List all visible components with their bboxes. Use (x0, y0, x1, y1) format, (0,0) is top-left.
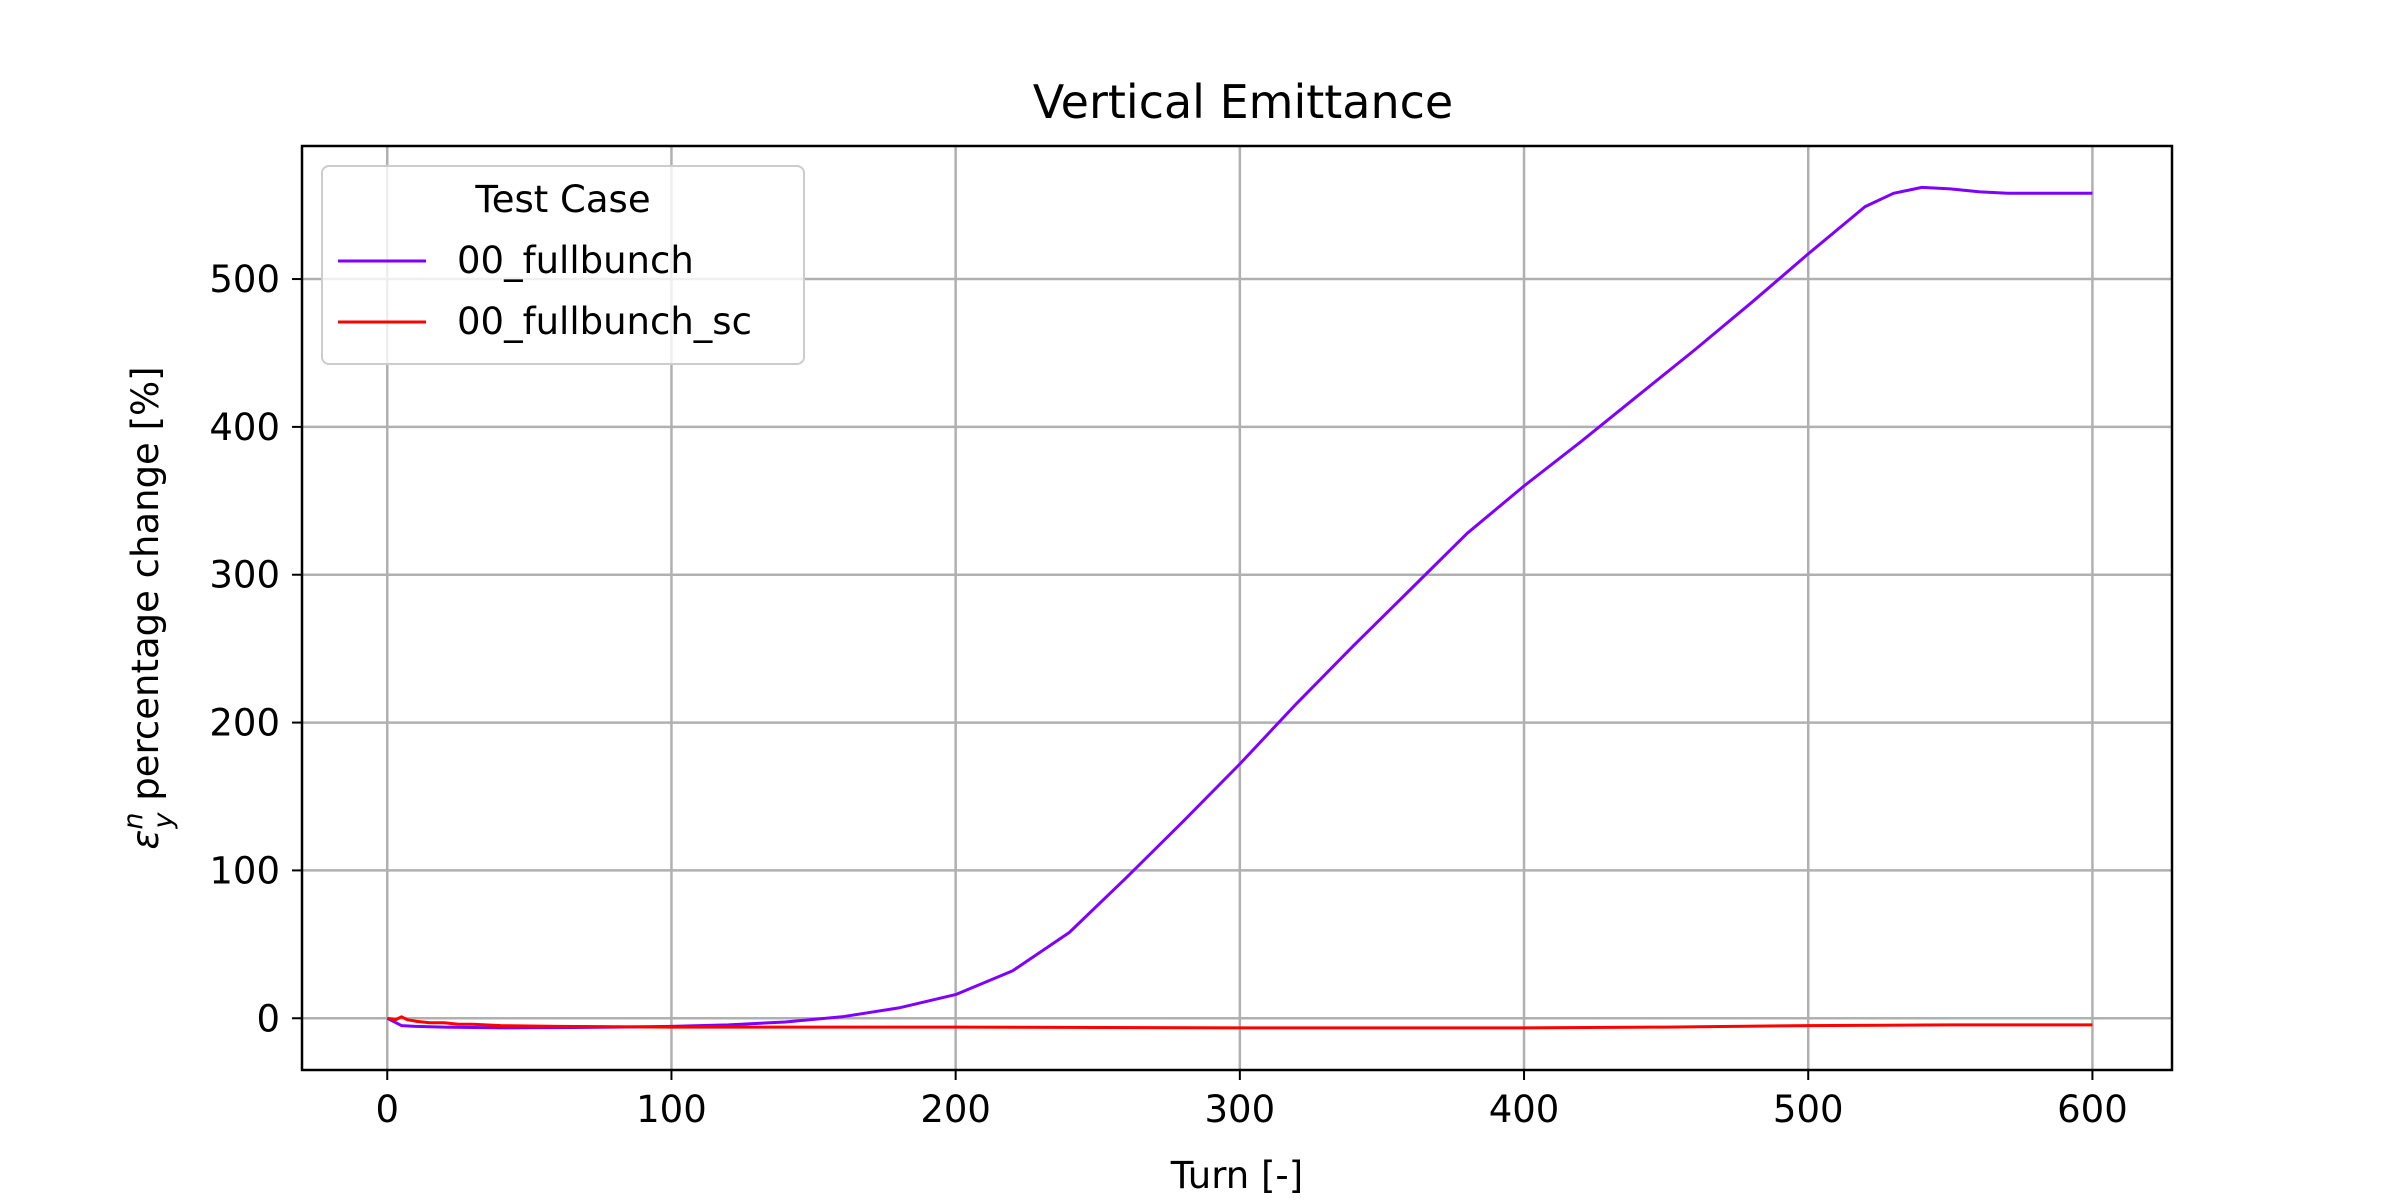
x-tick-label: 200 (920, 1088, 991, 1131)
legend-label-fullbunch-sc: 00_fullbunch_sc (457, 300, 752, 343)
chart-title: Vertical Emittance (1033, 75, 1453, 129)
legend-box (321, 165, 805, 365)
legend: Test Case 00_fullbunch 00_fullbunch_sc (321, 165, 805, 365)
series-lines (386, 185, 2093, 1030)
grid-lines (302, 146, 2172, 1070)
legend-label-fullbunch: 00_fullbunch (457, 239, 694, 282)
x-tick-label: 600 (2057, 1088, 2128, 1131)
x-axis-label: Turn [-] (1170, 1154, 1303, 1197)
x-axis-ticks: 0 100 200 300 400 500 600 (375, 1070, 2128, 1131)
x-tick-label: 500 (1773, 1088, 1844, 1131)
y-tick-label: 300 (209, 554, 280, 597)
legend-title: Test Case (474, 178, 650, 221)
x-tick-label: 300 (1205, 1088, 1276, 1131)
series-line-00-fullbunch-sc (387, 1015, 2093, 1030)
y-tick-label: 500 (209, 258, 280, 301)
y-tick-label: 0 (256, 997, 280, 1040)
y-tick-label: 400 (209, 406, 280, 449)
y-tick-label: 100 (209, 849, 280, 892)
y-axis-label: εny percentage change [%] (118, 366, 179, 849)
x-tick-label: 100 (636, 1088, 707, 1131)
y-tick-label: 200 (209, 702, 280, 745)
x-tick-label: 400 (1489, 1088, 1560, 1131)
y-axis-ticks: 0 100 200 300 400 500 (209, 258, 302, 1040)
x-tick-label: 0 (375, 1088, 399, 1131)
plot-frame (300, 144, 2174, 1072)
